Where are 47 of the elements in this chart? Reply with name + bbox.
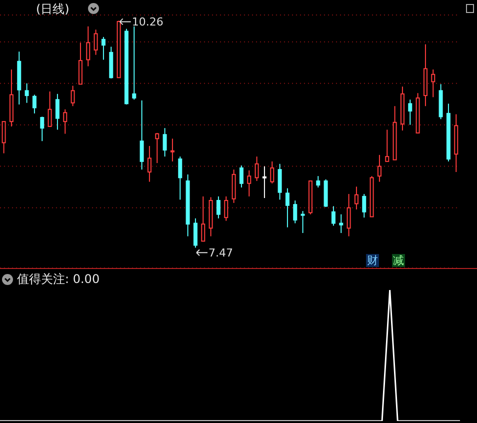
candlestick	[140, 100, 144, 170]
candlestick	[224, 196, 228, 222]
candlestick	[354, 186, 358, 210]
candlestick	[216, 196, 220, 219]
candlestick	[63, 108, 68, 134]
candlestick	[40, 116, 44, 142]
candlestick	[201, 196, 206, 242]
candlestick	[247, 170, 252, 197]
candlestick	[155, 132, 160, 164]
candlestick	[408, 99, 412, 126]
candlestick	[86, 26, 90, 67]
candlestick	[193, 218, 198, 248]
candlestick	[331, 206, 336, 226]
candlestick	[316, 176, 320, 188]
candlestick	[346, 193, 351, 237]
candlestick	[285, 188, 290, 228]
candlestick	[362, 193, 366, 218]
text: 值得关注: 0.00	[17, 271, 100, 288]
annotation: 7.47	[208, 246, 233, 260]
candlestick	[101, 36, 106, 60]
candlestick	[239, 165, 244, 188]
candlestick	[78, 42, 82, 85]
candlestick	[431, 69, 436, 98]
candlestick	[170, 138, 174, 162]
candlestick	[147, 145, 152, 182]
annotation: 10.26	[132, 16, 164, 29]
candlestick	[300, 210, 305, 234]
annotation: 财	[366, 254, 379, 267]
candlestick	[162, 128, 167, 158]
candlestick	[70, 85, 75, 107]
candlestick	[48, 90, 52, 127]
candlestick	[178, 156, 182, 200]
candlestick	[24, 82, 29, 104]
candlestick	[55, 93, 60, 130]
candlestick	[32, 94, 36, 114]
candlestick	[339, 214, 344, 234]
candlestick	[377, 154, 382, 182]
candlestick	[94, 29, 98, 56]
candlestick	[132, 26, 136, 100]
candlestick	[385, 129, 390, 162]
candlestick	[293, 200, 298, 224]
candlestick	[278, 163, 282, 200]
chart-title: (日线)	[36, 1, 70, 18]
candlestick	[254, 156, 259, 182]
candlestick	[262, 166, 266, 199]
annotation: 减	[392, 254, 405, 267]
candlestick	[270, 160, 274, 184]
